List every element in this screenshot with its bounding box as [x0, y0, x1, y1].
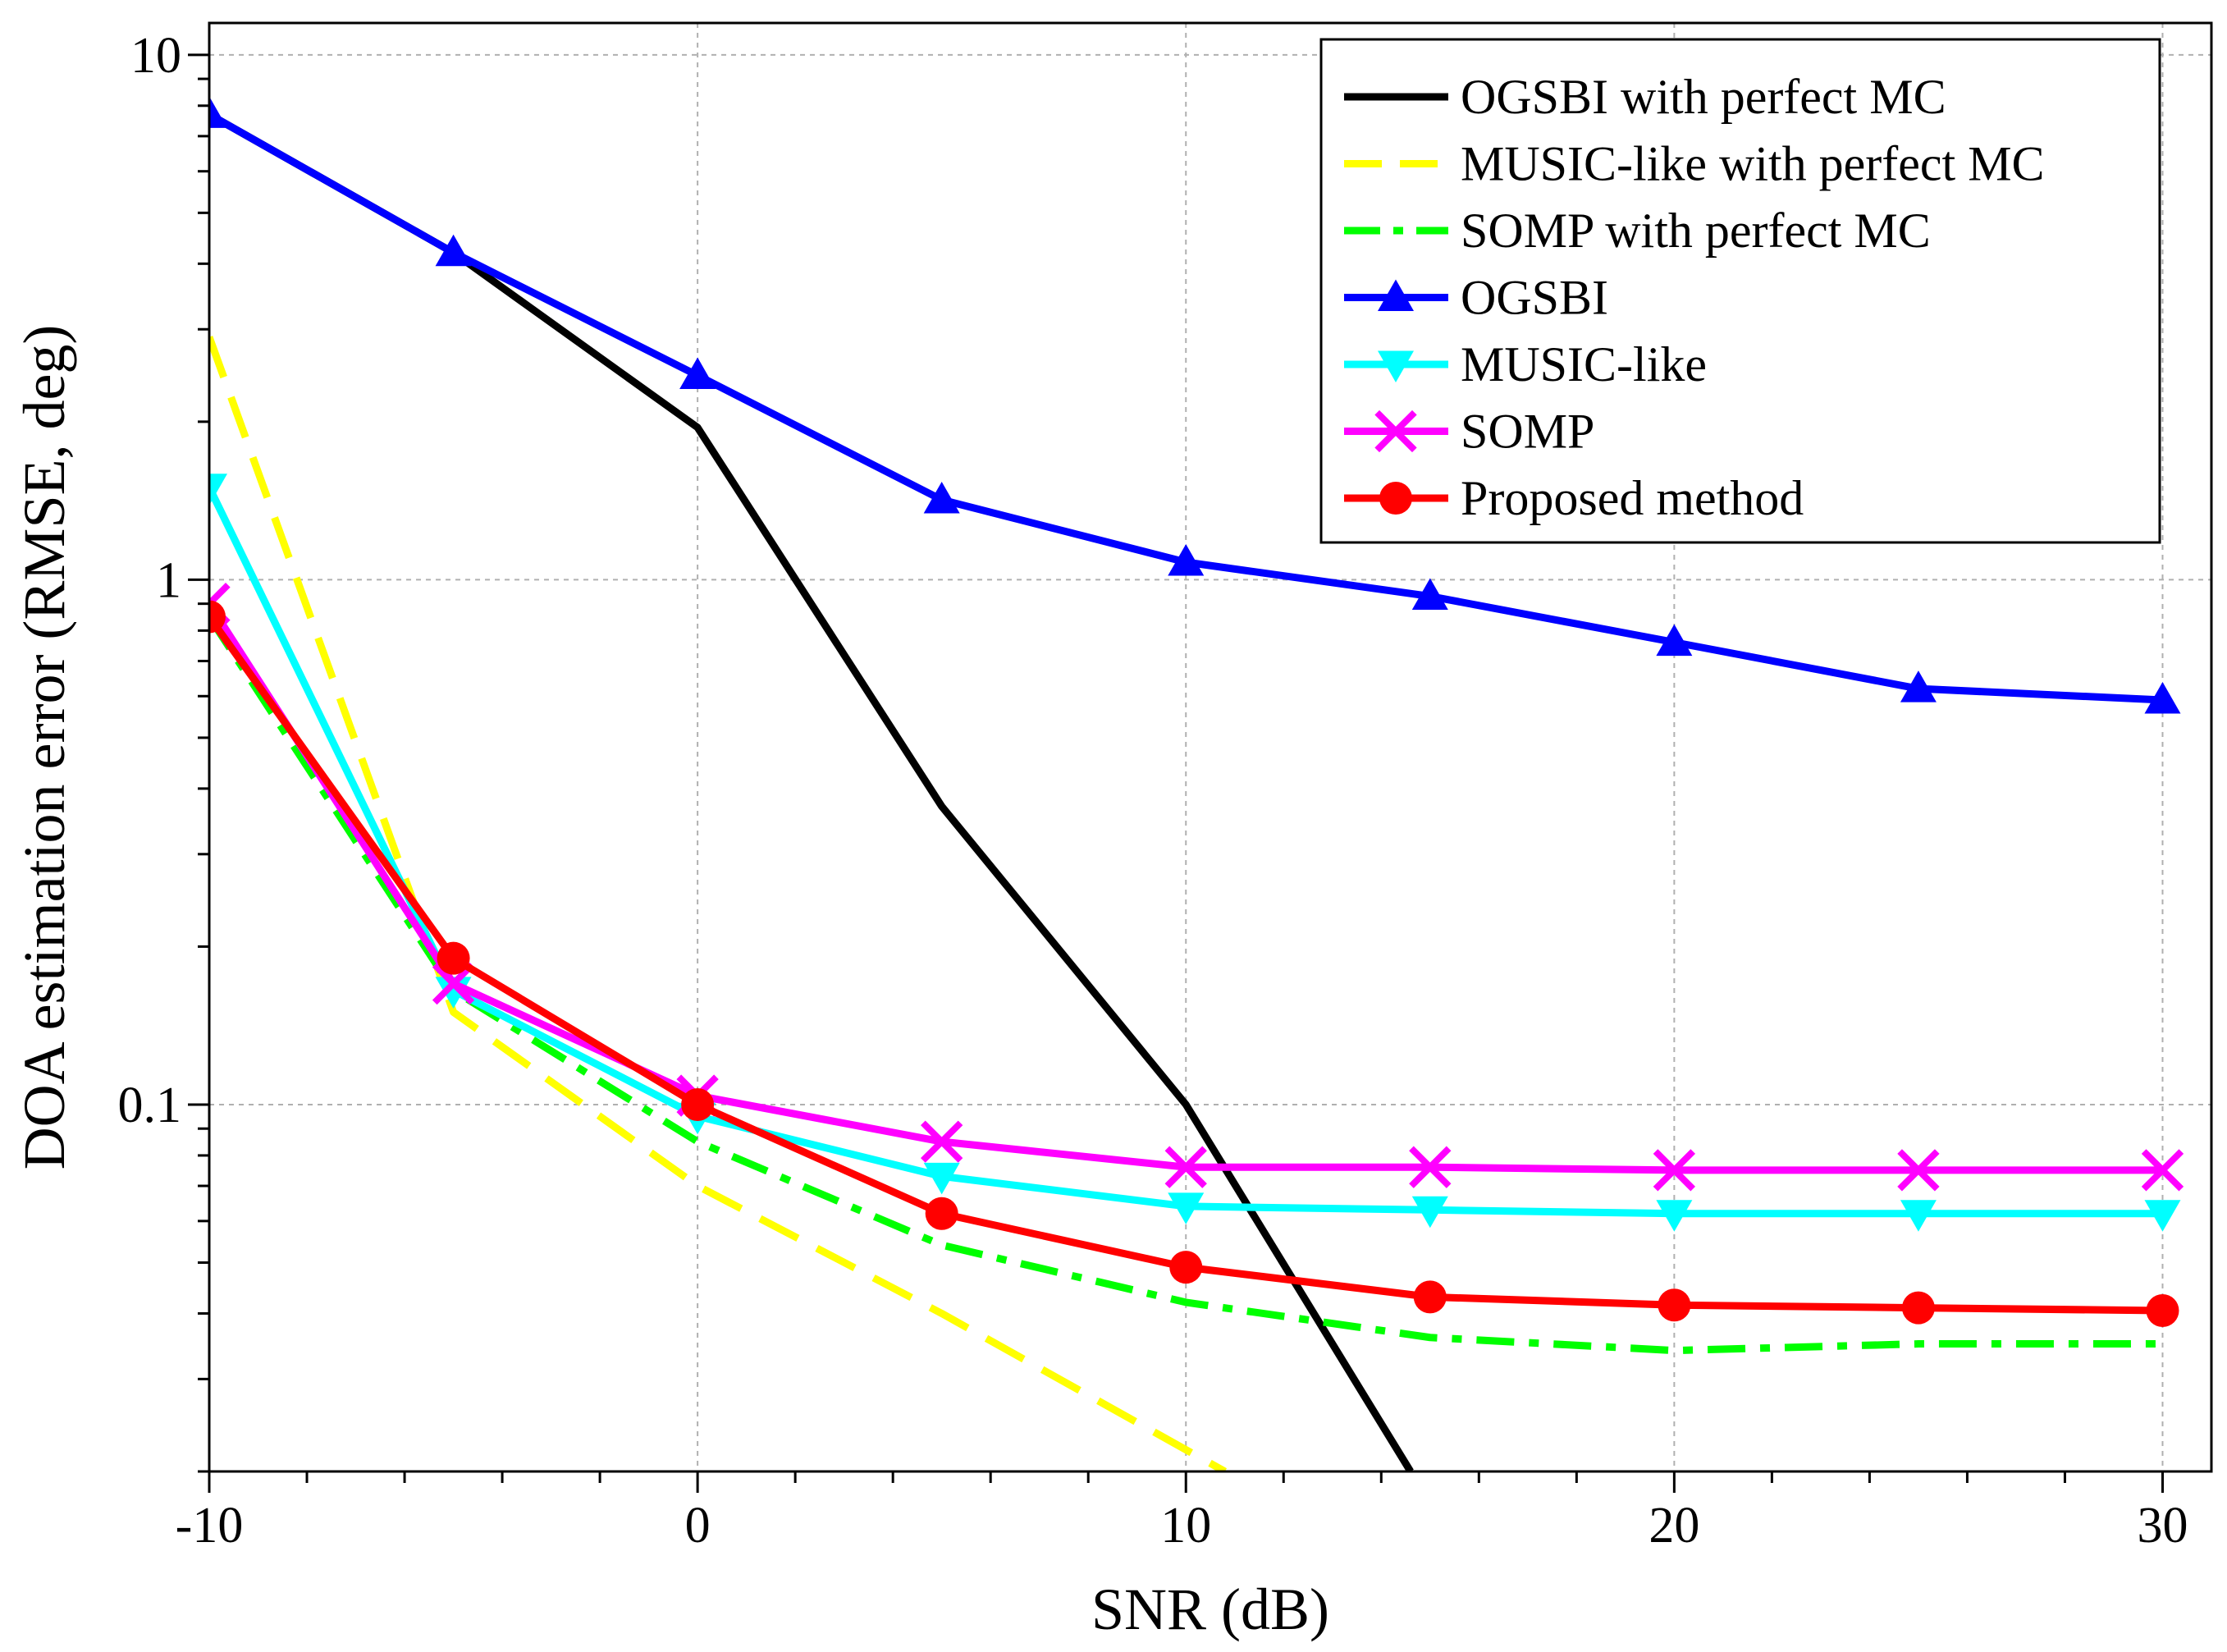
x-tick-label: 10 — [1160, 1498, 1211, 1554]
x-tick-label: -10 — [176, 1498, 244, 1554]
series-line — [209, 615, 2163, 1355]
data-point — [1900, 670, 1937, 702]
plot-frame — [208, 21, 2213, 1473]
legend-entry: SOMP — [1344, 405, 1594, 459]
data-point — [1164, 1146, 1207, 1188]
data-point — [1653, 1149, 1696, 1192]
series-ogsbi — [209, 96, 2181, 714]
legend-label: SOMP with perfect MC — [1461, 204, 1931, 258]
data-point — [1411, 1196, 1448, 1229]
data-point — [1169, 1251, 1203, 1284]
data-point — [1413, 1280, 1447, 1314]
data-point — [679, 357, 716, 389]
data-point — [435, 234, 472, 267]
series-somp — [209, 582, 2184, 1192]
legend-label: Proposed method — [1461, 471, 1804, 525]
data-point — [2141, 1149, 2184, 1192]
legend-entry: SOMP with perfect MC — [1344, 204, 1931, 258]
data-point — [1897, 1149, 1940, 1192]
data-point — [925, 1197, 958, 1230]
legend-marker — [1378, 279, 1414, 311]
data-point — [432, 962, 475, 1005]
data-point — [209, 474, 227, 506]
legend-entry: MUSIC-like with perfect MC — [1344, 137, 2045, 191]
x-tick-label: 30 — [2137, 1498, 2188, 1554]
data-point — [1409, 1146, 1452, 1188]
data-point — [923, 481, 960, 514]
series-proposed-method — [209, 600, 2179, 1328]
data-point — [1900, 1200, 1937, 1232]
data-point — [1656, 624, 1693, 657]
data-point — [1168, 1192, 1205, 1224]
legend-marker — [1378, 350, 1414, 382]
data-point — [1658, 1288, 1691, 1322]
axis-ticks — [188, 53, 2164, 1493]
x-axis-title: SNR (dB) — [1091, 1576, 1329, 1642]
legend-entry: MUSIC-like — [1344, 337, 1707, 391]
x-tick-label: 0 — [685, 1498, 711, 1554]
data-point — [923, 1162, 960, 1195]
x-tick-label: 20 — [1649, 1498, 1699, 1554]
y-tick-label: 10 — [130, 28, 181, 84]
legend-label: OGSBI with perfect MC — [1461, 70, 1946, 124]
legend: OGSBI with perfect MC MUSIC-like with per… — [1319, 38, 2161, 544]
data-point — [921, 1120, 963, 1163]
data-point — [209, 600, 226, 634]
y-tick-label: 1 — [156, 552, 181, 608]
legend-label: OGSBI — [1461, 271, 1608, 325]
data-point — [1168, 544, 1205, 576]
data-point — [681, 1087, 715, 1121]
data-point — [2144, 1200, 2181, 1232]
data-point — [2146, 1294, 2179, 1328]
y-axis-title: DOA estimation error (RMSE, deg) — [11, 325, 77, 1170]
series-somp-with-perfect-mc — [209, 615, 2163, 1355]
data-point — [209, 96, 227, 128]
data-point — [2144, 681, 2181, 714]
legend-label: SOMP — [1461, 405, 1594, 459]
legend-marker — [1379, 482, 1412, 515]
legend-entry: OGSBI with perfect MC — [1344, 70, 1946, 124]
legend-marker — [1374, 410, 1417, 453]
data-point — [1901, 1291, 1935, 1325]
legend-label: MUSIC-like — [1461, 337, 1707, 391]
data-point — [1411, 578, 1448, 611]
legend-entry: Proposed method — [1344, 471, 1804, 525]
data-point — [437, 941, 470, 975]
plot-series — [209, 96, 2184, 1471]
data-point — [1656, 1200, 1693, 1232]
y-tick-label: 0.1 — [118, 1078, 182, 1133]
tick-labels: -10 0 10 20 30 0.1 1 10 — [118, 28, 2188, 1554]
legend-box — [1319, 38, 2161, 544]
legend-entry: OGSBI — [1344, 271, 1608, 325]
legend-label: MUSIC-like with perfect MC — [1461, 137, 2045, 191]
